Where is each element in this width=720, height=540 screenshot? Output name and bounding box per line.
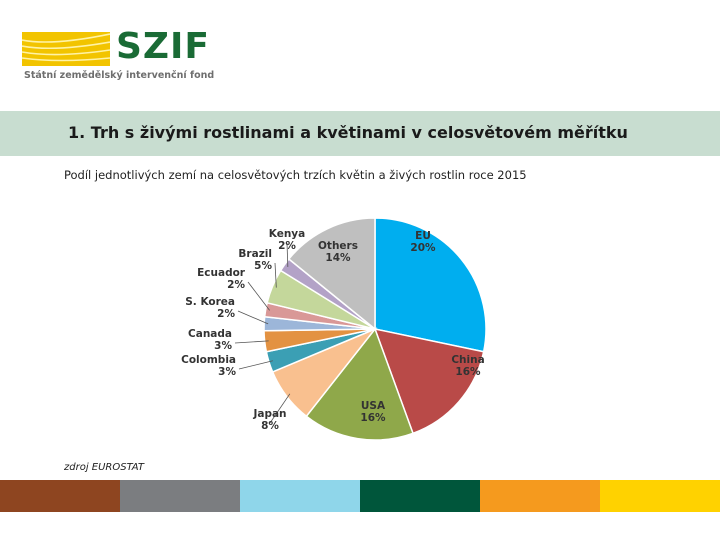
slice-label-canada: Canada [188,328,232,340]
slice-value-s-korea: 2% [217,308,235,320]
slice-label-s-korea: S. Korea [185,296,235,308]
leader-line-brazil [274,262,277,288]
leader-line-colombia [238,360,273,370]
slice-value-china: 16% [455,366,481,378]
footer-band-segment [480,480,600,512]
footer-band-segment [0,480,120,512]
footer-band-segment [120,480,240,512]
chart-subtitle: Podíl jednotlivých zemí na celosvětových… [64,168,527,182]
slice-value-brazil: 5% [254,260,272,272]
slice-label-ecuador: Ecuador [197,267,246,279]
title-bar: 1. Trh s živými rostlinami a květinami v… [0,111,720,156]
slice-label-brazil: Brazil [238,248,272,260]
slice-label-china: China [451,354,484,366]
footer-band-segment [240,480,360,512]
slice-label-eu: EU [415,230,431,242]
pie-slice-china [373,327,485,435]
leader-line-s-korea [237,310,269,325]
slice-value-eu: 20% [410,242,436,254]
leader-line-canada [234,340,269,344]
footer-band-segment [600,480,720,512]
pie-slice-eu [374,217,487,353]
slice-value-colombia: 3% [218,366,236,378]
logo-subtitle: Státní zemědělský intervenční fond [24,70,215,81]
slice-value-canada: 3% [214,340,232,352]
pie-slice-usa [305,327,414,441]
leader-line-ecuador [247,281,270,311]
slice-value-japan: 8% [261,420,279,432]
slice-label-colombia: Colombia [181,354,236,366]
page-title: 1. Trh s živými rostlinami a květinami v… [68,123,628,142]
pie-slice-others [287,217,376,331]
slice-label-usa: USA [361,400,386,412]
footer-band-segment [360,480,480,512]
slice-value-usa: 16% [360,412,386,424]
field-rows-logo-icon [22,32,110,66]
pie-chart: EU20%China16%USA16%Japan8%Colombia3%Cana… [181,217,487,441]
source-note: zdroj EUROSTAT [64,462,144,473]
leader-line-japan [269,393,291,424]
logo-wordmark: SZIF [116,26,211,67]
slice-value-ecuador: 2% [227,279,245,291]
slice-value-others: 14% [325,252,351,264]
slice-label-kenya: Kenya [269,228,305,240]
szif-logo: SZIF Státní zemědělský intervenční fond [22,26,215,86]
leader-line-kenya [286,242,289,267]
slice-label-japan: Japan [252,408,286,420]
footer-color-band [0,480,720,512]
slice-value-kenya: 2% [278,240,296,252]
slice-label-others: Others [318,240,358,252]
